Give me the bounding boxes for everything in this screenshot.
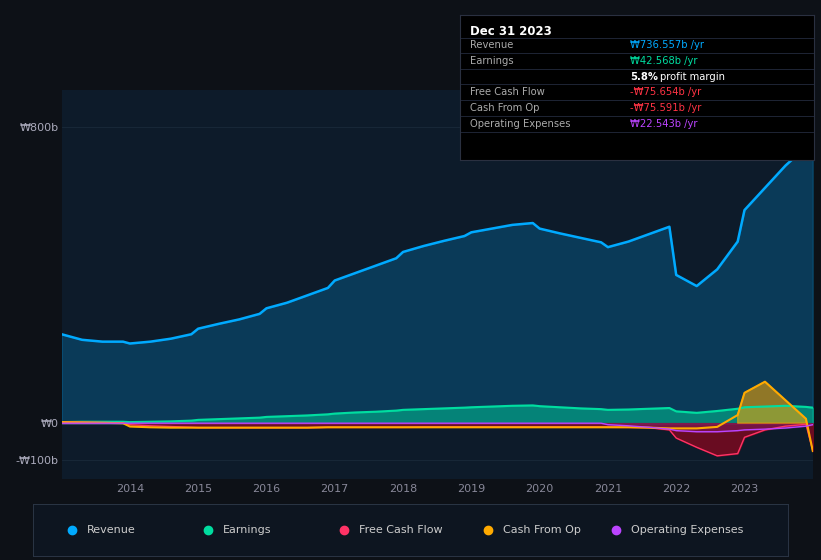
Text: profit margin: profit margin: [660, 72, 725, 82]
Text: Earnings: Earnings: [223, 525, 272, 535]
Text: 5.8%: 5.8%: [630, 72, 658, 82]
Text: Revenue: Revenue: [87, 525, 136, 535]
Text: Cash From Op: Cash From Op: [502, 525, 580, 535]
Text: Cash From Op: Cash From Op: [470, 103, 539, 113]
Text: Free Cash Flow: Free Cash Flow: [359, 525, 443, 535]
Text: Operating Expenses: Operating Expenses: [470, 119, 571, 129]
Text: Revenue: Revenue: [470, 40, 514, 50]
Text: Earnings: Earnings: [470, 55, 514, 66]
Text: ₩42.568b /yr: ₩42.568b /yr: [630, 55, 698, 66]
Text: Free Cash Flow: Free Cash Flow: [470, 87, 545, 97]
Text: ₩736.557b /yr: ₩736.557b /yr: [630, 40, 704, 50]
Text: -₩75.654b /yr: -₩75.654b /yr: [630, 87, 701, 97]
Text: -₩75.591b /yr: -₩75.591b /yr: [630, 103, 701, 113]
Text: ₩22.543b /yr: ₩22.543b /yr: [630, 119, 698, 129]
Text: Dec 31 2023: Dec 31 2023: [470, 25, 553, 38]
Text: Operating Expenses: Operating Expenses: [631, 525, 744, 535]
